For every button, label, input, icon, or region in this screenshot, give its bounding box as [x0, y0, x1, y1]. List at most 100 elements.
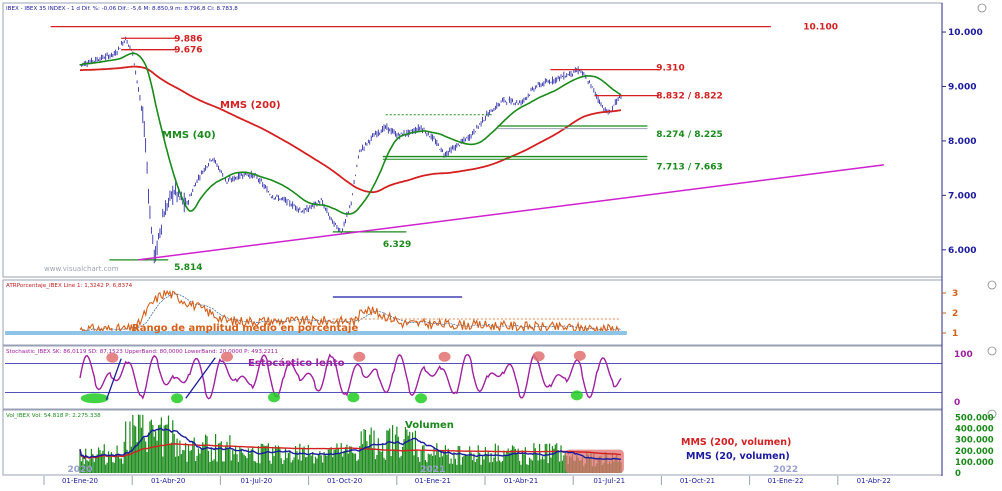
volume-bar — [294, 446, 297, 473]
volume-bar — [370, 427, 372, 473]
stochastic-trend-arrow — [185, 357, 216, 399]
volume-bar — [119, 458, 121, 473]
volume-bar — [289, 450, 291, 473]
x-tick-label: 01-Ene-20 — [62, 477, 98, 485]
volume-bar — [490, 453, 492, 473]
price-bars-group — [79, 36, 622, 264]
volume-bar — [210, 447, 212, 473]
volume-bar — [242, 452, 244, 473]
volume-bar — [155, 431, 157, 473]
level-label: 8.274 / 8.225 — [656, 130, 723, 140]
volume-bar — [546, 443, 548, 473]
volume-bar — [316, 458, 318, 473]
level-label: 7.713 / 7.663 — [656, 163, 723, 173]
volume-bar — [123, 441, 125, 473]
volume-bar — [347, 453, 349, 473]
volume-bar — [540, 459, 542, 473]
volume-bar — [443, 450, 445, 473]
volume-bar — [163, 425, 165, 473]
stochastic-signal-marker — [353, 351, 366, 362]
volume-bar — [102, 450, 104, 473]
volume-annotation: Volumen — [405, 420, 454, 431]
volume-bar — [80, 461, 83, 473]
volume-bar — [484, 447, 486, 473]
volume-bar — [229, 435, 231, 473]
volume-bar — [129, 421, 131, 473]
volume-bar — [519, 460, 521, 473]
volume-bar — [223, 461, 225, 473]
volume-bar — [354, 453, 357, 473]
volume-bar — [186, 461, 188, 473]
volume-bar — [106, 462, 108, 473]
level-label: 9.676 — [174, 46, 202, 56]
x-tick-label: 01-Ene-21 — [415, 477, 451, 485]
volume-bar — [363, 429, 365, 473]
volume-bar — [157, 425, 160, 473]
volume-bar — [381, 443, 384, 473]
volume-bar — [189, 451, 191, 473]
volume-bar — [383, 457, 385, 473]
volume-bar — [391, 425, 394, 473]
volume-bar — [143, 437, 145, 473]
atr-baseline-band — [5, 331, 627, 335]
volume-bar — [357, 459, 359, 473]
volume-bar — [273, 456, 275, 473]
volume-bar — [516, 453, 518, 473]
volume-bar — [300, 460, 302, 473]
volume-bar — [477, 445, 479, 473]
volume-bar — [421, 445, 424, 473]
volume-bar — [236, 454, 238, 473]
volume-bar — [253, 460, 255, 473]
volume-bar — [467, 456, 469, 473]
volume-highlight-box — [565, 449, 624, 473]
volume-bar — [182, 449, 184, 473]
volume-bar — [536, 454, 538, 473]
volume-bar — [217, 443, 220, 473]
volume-bar — [429, 454, 431, 473]
volume-bar — [539, 443, 541, 473]
atr-panel-close-icon[interactable] — [987, 280, 997, 290]
volume-bar — [349, 446, 351, 473]
volume-bar — [433, 447, 435, 473]
volume-bar — [437, 450, 439, 473]
volume-bar — [187, 444, 190, 473]
volume-bar — [323, 451, 325, 473]
watermark: www.visualchart.com — [44, 265, 119, 273]
price-panel-close-icon[interactable] — [977, 3, 987, 13]
volume-year-label: 2020 — [67, 465, 92, 475]
volume-bar — [324, 455, 327, 473]
volume-bar — [279, 447, 281, 473]
stochastic-trend-arrow — [105, 358, 122, 400]
volume-bar — [150, 419, 152, 473]
volume-bar — [322, 462, 324, 473]
volume-bar — [517, 448, 519, 473]
volume-bar — [526, 464, 528, 473]
volume-bar — [483, 459, 485, 473]
volume-bar — [497, 445, 499, 473]
volume-bar — [380, 451, 382, 473]
volume-bar — [560, 445, 562, 473]
stochastic-panel-close-icon[interactable] — [987, 346, 997, 356]
volume-bar — [233, 454, 235, 473]
volume-bar — [450, 458, 452, 473]
volume-bar — [202, 442, 204, 473]
volume-bar — [213, 459, 215, 473]
volume-bar — [297, 459, 299, 473]
volume-bar — [115, 453, 117, 473]
volume-bar — [359, 446, 361, 473]
volume-panel-close-icon[interactable] — [987, 409, 997, 419]
support-trendline — [138, 164, 884, 261]
volume-bar — [434, 455, 437, 473]
volume-bar — [366, 441, 368, 473]
volume-bar — [447, 448, 449, 473]
volume-bar — [440, 449, 442, 473]
volume-bar — [216, 461, 218, 473]
volume-bar — [317, 454, 319, 473]
volume-bar — [541, 456, 544, 473]
volume-bar — [481, 455, 484, 473]
panel-frame-price — [2, 2, 943, 278]
volume-bar — [105, 464, 107, 473]
volume-bar — [286, 457, 288, 473]
volume-ma200-legend: MMS (200, volumen) — [681, 437, 791, 448]
volume-bar — [353, 453, 355, 473]
